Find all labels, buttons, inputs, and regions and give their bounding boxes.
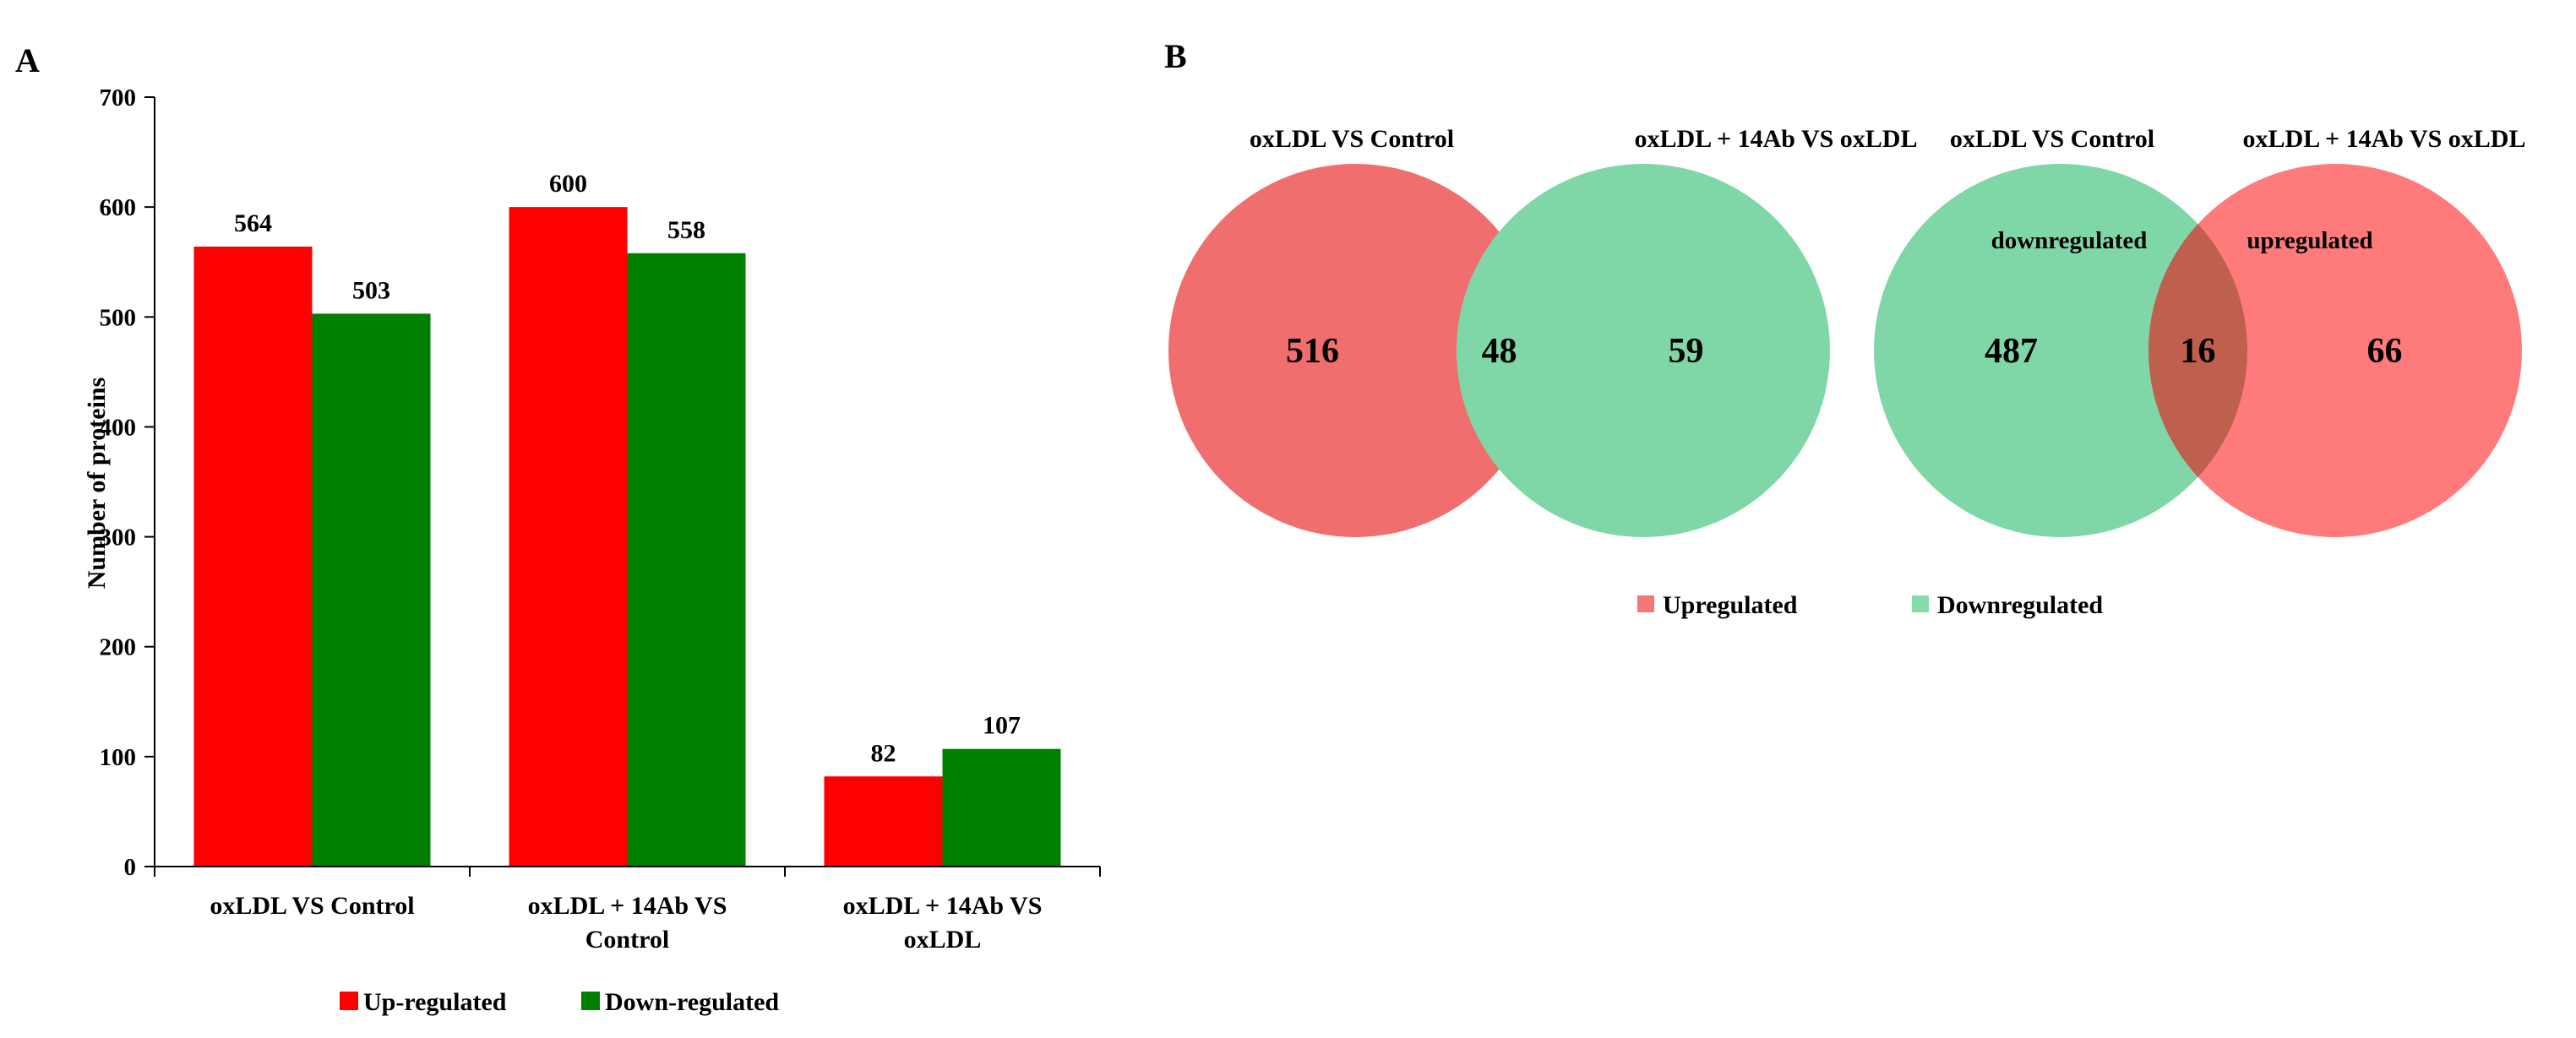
x-tick-label: oxLDL + 14Ab VS bbox=[528, 892, 727, 920]
x-tick-label: Control bbox=[585, 926, 669, 954]
venn-count-left-only: 516 bbox=[1286, 332, 1339, 371]
x-tick-label: oxLDL bbox=[904, 926, 982, 954]
y-tick-label: 700 bbox=[100, 84, 137, 111]
venn-legend-swatch bbox=[1637, 595, 1654, 612]
venn-diagram: oxLDL VS Control oxLDL + 14Ab VS oxLDL 516… bbox=[1168, 125, 1917, 537]
y-tick-label: 100 bbox=[100, 744, 137, 771]
legend-label: Up-regulated bbox=[363, 988, 507, 1016]
x-axis: oxLDL VS Control oxLDL + 14Ab VS Control ox… bbox=[154, 866, 1101, 954]
bar-value-label: 107 bbox=[983, 712, 1021, 740]
venn-title-left: oxLDL VS Control bbox=[1950, 125, 2154, 153]
x-tick-label: oxLDL VS Control bbox=[210, 892, 414, 920]
panel-a-letter: A bbox=[15, 41, 40, 79]
bar bbox=[312, 313, 431, 867]
venn-label-right: upregulated bbox=[2247, 227, 2372, 254]
venn-count-overlap: 16 bbox=[2181, 332, 2216, 371]
y-axis: 0 100 200 300 400 500 600 700 bbox=[100, 84, 155, 881]
legend-label: Down-regulated bbox=[605, 988, 779, 1016]
bar-value-label: 558 bbox=[667, 216, 705, 244]
venn-circle-right bbox=[2148, 164, 2522, 537]
venn-legend-swatch bbox=[1912, 595, 1929, 612]
venn-circle-left bbox=[1874, 164, 2247, 537]
venn-title-right: oxLDL + 14Ab VS oxLDL bbox=[2243, 125, 2526, 153]
bar bbox=[824, 776, 943, 867]
y-tick-label: 500 bbox=[100, 304, 137, 331]
bar bbox=[942, 748, 1061, 867]
venn-circle-left bbox=[1168, 164, 1542, 537]
venn-legend: Upregulated Downregulated bbox=[1637, 591, 2103, 619]
panel-b-letter: B bbox=[1164, 37, 1187, 75]
bar-legend: Up-regulated Down-regulated bbox=[340, 988, 779, 1016]
venn-legend-label: Downregulated bbox=[1937, 591, 2103, 619]
y-axis-label: Number of proteins bbox=[83, 378, 111, 590]
venn-title-left: oxLDL VS Control bbox=[1250, 125, 1454, 153]
bar bbox=[193, 246, 313, 867]
venn-label-left: downregulated bbox=[1991, 227, 2148, 254]
x-tick-label: oxLDL + 14Ab VS bbox=[843, 892, 1043, 920]
y-tick-label: 300 bbox=[100, 524, 137, 552]
venn-count-right-only: 66 bbox=[2367, 332, 2403, 371]
legend-swatch bbox=[581, 992, 600, 1010]
bar-value-label: 503 bbox=[352, 276, 390, 304]
bar-value-label: 82 bbox=[871, 739, 896, 767]
venn-diagram: oxLDL VS Control oxLDL + 14Ab VS oxLDL dow… bbox=[1874, 125, 2525, 537]
bars: 564 503 600 558 82 107 bbox=[193, 170, 1061, 867]
bar bbox=[509, 207, 628, 867]
venn-title-right: oxLDL + 14Ab VS oxLDL bbox=[1635, 125, 1918, 153]
bar bbox=[627, 253, 746, 867]
venn-count-left-only: 487 bbox=[1985, 332, 2038, 371]
y-tick-label: 200 bbox=[100, 634, 137, 661]
legend-swatch bbox=[340, 992, 358, 1010]
y-tick-label: 400 bbox=[100, 414, 137, 441]
bar-value-label: 564 bbox=[234, 209, 272, 237]
venn-circle-right bbox=[1457, 164, 1830, 537]
venn-legend-label: Upregulated bbox=[1663, 591, 1798, 619]
bar-value-label: 600 bbox=[549, 170, 587, 198]
venn-count-right-only: 59 bbox=[1669, 332, 1704, 371]
venn-diagrams: oxLDL VS Control oxLDL + 14Ab VS oxLDL 516… bbox=[1168, 125, 2525, 537]
venn-count-overlap: 48 bbox=[1482, 332, 1517, 371]
bar-chart: 0 100 200 300 400 500 600 700 564 503 600 558 82 107… bbox=[83, 84, 1101, 1016]
y-tick-label: 600 bbox=[100, 194, 137, 221]
y-tick-label: 0 bbox=[124, 854, 137, 881]
